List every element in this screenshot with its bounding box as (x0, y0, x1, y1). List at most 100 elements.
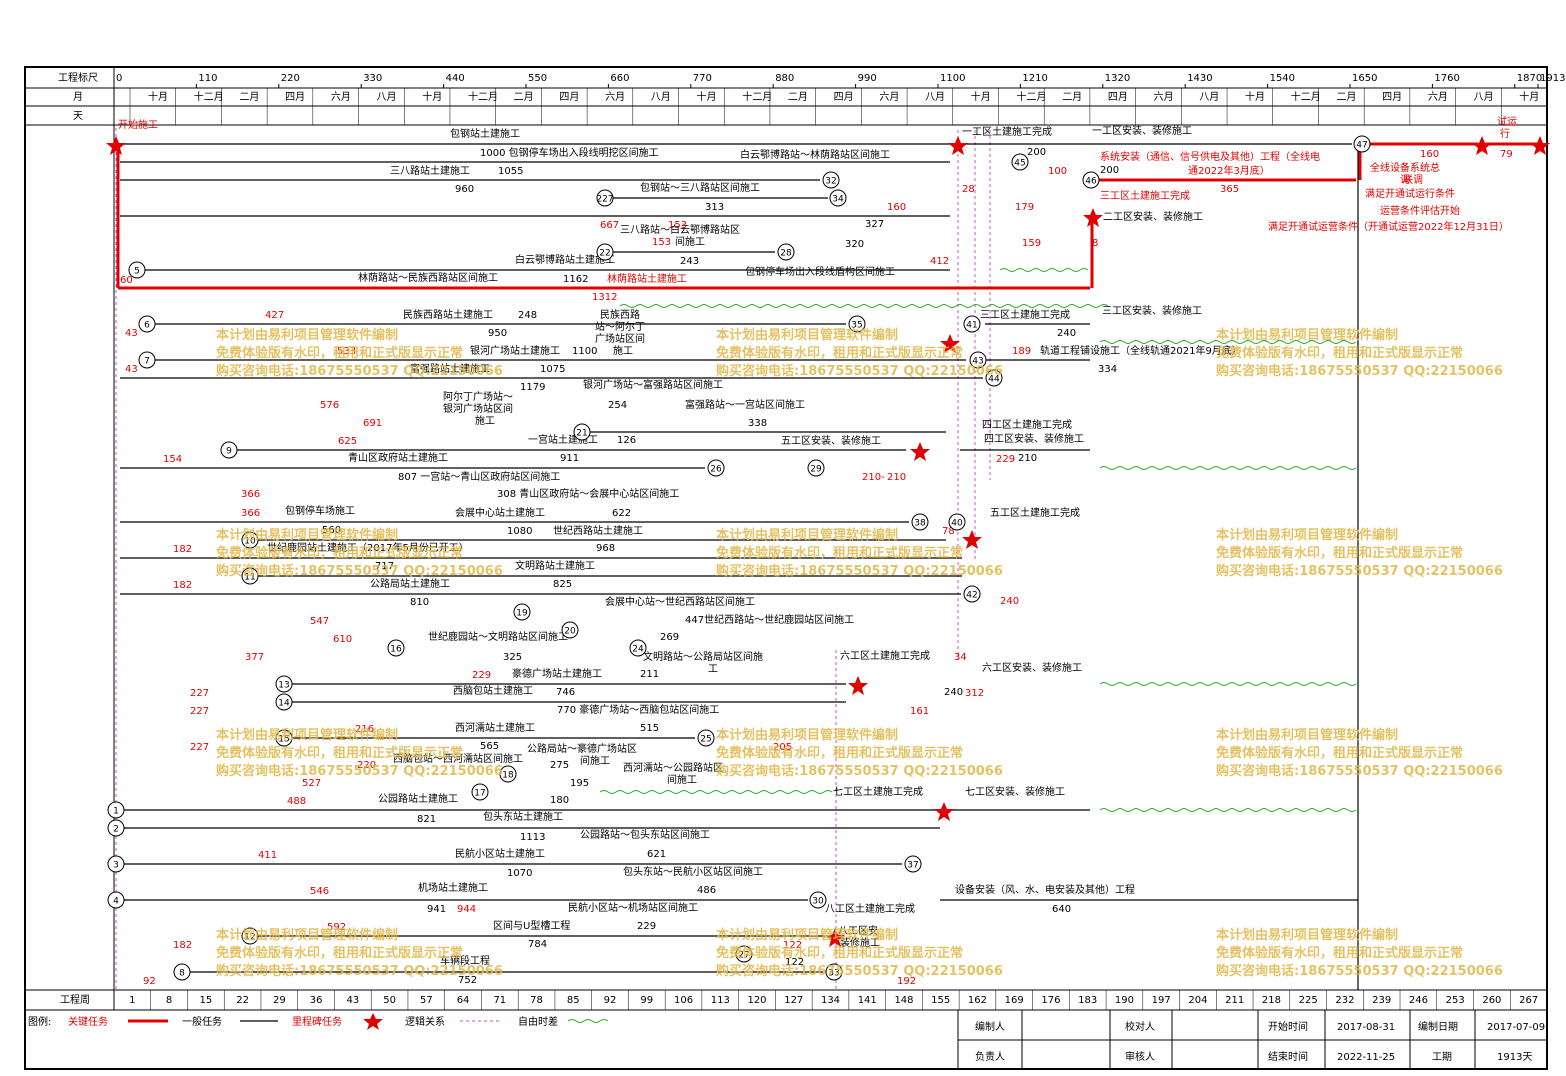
task-label: 富强路站土建施工 (410, 362, 490, 375)
week-cell: 162 (968, 995, 987, 1006)
red-note: 1312 (592, 292, 617, 303)
red-note: 546 (310, 886, 329, 897)
svg-text:2: 2 (113, 825, 119, 835)
task-label: 1162 (563, 274, 588, 285)
svg-text:一般任务: 一般任务 (182, 1015, 222, 1028)
red-note: 205 (773, 742, 792, 753)
scale-tick: 110 (198, 73, 217, 84)
watermark-block: 本计划由易利项目管理软件编制免费体验版有水印，租用和正式版显示正常购买咨询电话:… (216, 727, 503, 779)
task-label: 四工区土建施工完成 (982, 418, 1072, 431)
event-node: 5 (128, 261, 146, 279)
svg-text:免费体验版有水印，租用和正式版显示正常: 免费体验版有水印，租用和正式版显示正常 (716, 745, 963, 761)
task-label: 公园路站土建施工 (378, 792, 458, 805)
red-note: 林荫路站土建施工 (607, 272, 687, 285)
task-label: 327 (865, 219, 884, 230)
event-node: 43 (969, 351, 987, 369)
task-label: 广场站区间 (595, 332, 645, 345)
task-label: 间施工 (580, 754, 610, 767)
svg-text:9: 9 (226, 447, 232, 457)
red-note: 182 (173, 940, 192, 951)
svg-text:7: 7 (144, 357, 150, 367)
legend-star-icon (363, 1013, 383, 1030)
svg-text:28: 28 (780, 249, 792, 259)
event-node: 7 (138, 351, 156, 369)
svg-text:图例:: 图例: (28, 1015, 51, 1028)
task-label: 622 (612, 508, 631, 519)
task-label: 308 青山区政府站～会展中心站区间施工 (497, 487, 679, 500)
svg-text:免费体验版有水印，租用和正式版显示正常: 免费体验版有水印，租用和正式版显示正常 (716, 545, 963, 561)
month-cell: 八月 (925, 91, 945, 103)
month-cell: 四月 (559, 91, 579, 103)
red-note: 220 (357, 760, 376, 771)
task-label: 275 (550, 760, 569, 771)
week-cell: 253 (1446, 995, 1465, 1006)
red-note: 210- (862, 472, 885, 483)
task-label: 126 (617, 435, 636, 446)
watermarks: 本计划由易利项目管理软件编制免费体验版有水印，租用和正式版显示正常购买咨询电话:… (216, 327, 1503, 979)
event-node: 19 (513, 603, 531, 621)
task-label: 工 (708, 664, 718, 675)
event-node: 29 (807, 459, 825, 477)
event-node: 22 (596, 243, 614, 261)
week-cell: 43 (346, 995, 359, 1006)
svg-text:本计划由易利项目管理软件编制: 本计划由易利项目管理软件编制 (216, 727, 398, 743)
watermark-block: 本计划由易利项目管理软件编制免费体验版有水印，租用和正式版显示正常购买咨询电话:… (1216, 727, 1503, 779)
red-note: 调 (1400, 174, 1410, 186)
event-node: 11 (241, 567, 259, 585)
task-label: 180 (550, 795, 569, 806)
watermark-block: 本计划由易利项目管理软件编制免费体验版有水印，租用和正式版显示正常购买咨询电话:… (716, 327, 1003, 379)
red-note: 试运 (1497, 115, 1517, 128)
scale-label: 工程标尺 (58, 72, 98, 84)
watermark-block: 本计划由易利项目管理软件编制免费体验版有水印，租用和正式版显示正常购买咨询电话:… (716, 727, 1003, 779)
month-cell: 六月 (879, 91, 899, 103)
event-node: 30 (809, 891, 827, 909)
task-label: 七工区安装、装修施工 (965, 785, 1065, 798)
task-label: 西河濡站土建施工 (455, 721, 535, 734)
month-cell: 十月 (1245, 90, 1265, 103)
task-label: 210 (1018, 453, 1037, 464)
task-label: 960 (455, 184, 474, 195)
svg-text:逻辑关系: 逻辑关系 (405, 1015, 445, 1028)
red-note: 625 (338, 436, 357, 447)
task-label: 民族西路站土建施工 (403, 308, 493, 321)
event-node: 37 (904, 855, 922, 873)
scale-tick: 1870 (1517, 73, 1542, 84)
red-note: 227 (190, 688, 209, 699)
task-label: 林荫路站～民族西路站区间施工 (358, 271, 498, 284)
week-cell: 120 (747, 995, 766, 1006)
task-label: 269 (660, 632, 679, 643)
task-label: 包钢站～三八路站区间施工 (640, 181, 760, 194)
red-note: 运营条件评估开始 (1380, 204, 1460, 217)
svg-text:本计划由易利项目管理软件编制: 本计划由易利项目管理软件编制 (716, 327, 898, 343)
svg-text:42: 42 (966, 591, 977, 601)
red-note: 通2022年3月底） (1188, 164, 1270, 177)
svg-text:8: 8 (179, 969, 185, 979)
event-node: 9 (220, 441, 238, 459)
task-label: 西脑包站～西河濡站区间施工 (393, 752, 523, 765)
svg-text:25: 25 (700, 735, 711, 745)
task-label: 229 (637, 921, 656, 932)
month-cell: 六月 (1154, 91, 1174, 103)
week-cell: 211 (1225, 995, 1244, 1006)
svg-text:47: 47 (1356, 141, 1367, 151)
event-node: 38 (911, 513, 929, 531)
month-cell: 六月 (1428, 91, 1448, 103)
week-cell: 260 (1482, 995, 1501, 1006)
watermark-block: 本计划由易利项目管理软件编制免费体验版有水印，租用和正式版显示正常购买咨询电话:… (1216, 327, 1503, 379)
red-note: 366 (241, 489, 260, 500)
svg-text:免费体验版有水印，租用和正式版显示正常: 免费体验版有水印，租用和正式版显示正常 (216, 745, 463, 761)
red-note: 312 (965, 688, 984, 699)
red-note: 满足开通试运营条件（开通试运营2022年12月31日） (1268, 220, 1509, 233)
svg-text:35: 35 (851, 321, 862, 331)
red-note: 227 (190, 742, 209, 753)
task-label: 会展中心站～世纪西路站区间施工 (605, 595, 755, 608)
task-label: 717 (375, 561, 394, 572)
month-cell: 十二月 (468, 90, 498, 103)
week-cell: 36 (310, 995, 323, 1006)
month-cell: 十二月 (194, 90, 224, 103)
red-note: 533 (337, 346, 356, 357)
task-label: 1070 (507, 868, 532, 879)
task-label: 211 (640, 669, 659, 680)
svg-text:购买咨询电话:18675550537 QQ:22150066: 购买咨询电话:18675550537 QQ:22150066 (1216, 563, 1503, 579)
